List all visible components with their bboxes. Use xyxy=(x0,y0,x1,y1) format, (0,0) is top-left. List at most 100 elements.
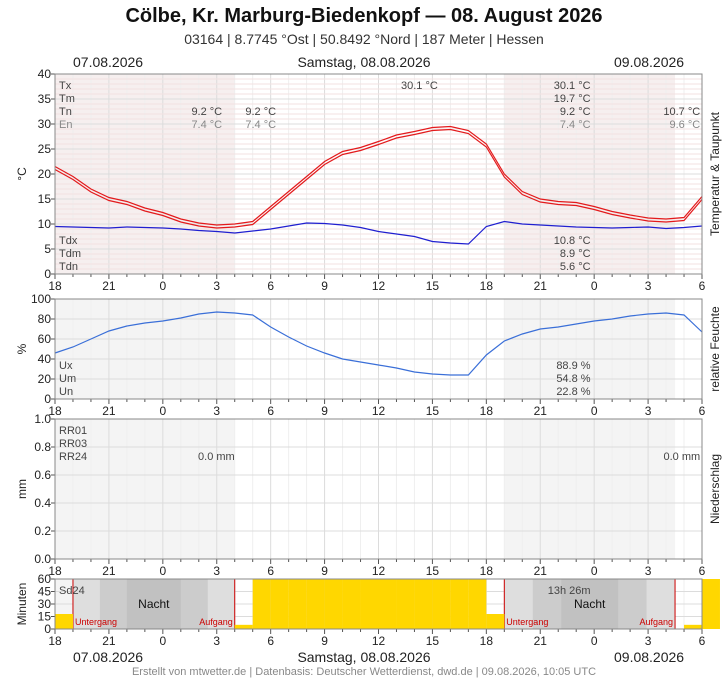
sunshine-bar xyxy=(324,579,343,629)
temperature-xtick-label: 18 xyxy=(480,279,494,293)
sunset-label: Untergang xyxy=(506,617,548,627)
sunshine-bar xyxy=(378,579,397,629)
humidity-ytick-label: 20 xyxy=(38,372,52,386)
dew-stat-value: 5.6 °C xyxy=(560,261,591,273)
precipitation-side-label: Niederschlag xyxy=(708,454,722,524)
humidity-xtick-label: 6 xyxy=(267,404,274,418)
humidity-side-label: relative Feuchte xyxy=(708,306,722,392)
sunshine-night-block xyxy=(72,579,101,629)
temperature-ylabel: °C xyxy=(15,167,29,181)
humidity-ytick-label: 40 xyxy=(38,352,52,366)
precipitation-xtick-label: 6 xyxy=(267,564,274,578)
dew-stat-value: 8.9 °C xyxy=(560,248,591,260)
precipitation-xtick-label: 3 xyxy=(213,564,220,578)
precip-stat-label: RR24 xyxy=(59,451,87,463)
humidity-stat-value: 54.8 % xyxy=(556,373,590,385)
sunshine-xtick-label: 21 xyxy=(534,634,548,648)
sunshine-night-block xyxy=(646,579,676,629)
precipitation-xtick-label: 6 xyxy=(699,564,706,578)
sunshine-night-label: Nacht xyxy=(574,597,606,611)
precipitation-xtick-label: 3 xyxy=(645,564,652,578)
humidity-ytick-label: 100 xyxy=(31,292,51,306)
temperature-xtick-label: 6 xyxy=(267,279,274,293)
humidity-xtick-label: 0 xyxy=(591,404,598,418)
sunshine-ytick-label: 45 xyxy=(38,585,52,599)
sunshine-xtick-label: 6 xyxy=(699,634,706,648)
temp-stat-label: Tn xyxy=(59,106,72,118)
station-subtitle: 03164 | 8.7745 °Ost | 50.8492 °Nord | 18… xyxy=(184,31,544,47)
date-next-bottom: 09.08.2026 xyxy=(614,649,685,665)
sunshine-bar xyxy=(486,614,505,629)
sunshine-bar xyxy=(360,579,379,629)
precipitation-ytick-label: 0.6 xyxy=(34,468,51,482)
precipitation-xtick-label: 15 xyxy=(426,564,440,578)
sunshine-night-block xyxy=(561,579,591,629)
temp-stat-label: En xyxy=(59,119,72,131)
temperature-ytick-label: 25 xyxy=(38,142,52,156)
precip-stat-value: 0.0 mm xyxy=(198,451,235,463)
humidity-ytick-label: 0 xyxy=(44,392,51,406)
date-prev-top: 07.08.2026 xyxy=(73,54,144,70)
sunshine-bar xyxy=(432,579,451,629)
humidity-xtick-label: 0 xyxy=(159,404,166,418)
sunshine-xtick-label: 18 xyxy=(48,634,62,648)
temperature-xtick-label: 21 xyxy=(102,279,116,293)
precipitation-ytick-label: 0.2 xyxy=(34,524,51,538)
sunshine-xtick-label: 12 xyxy=(372,634,386,648)
sunshine-night-label: Nacht xyxy=(138,597,170,611)
sunshine-night-block xyxy=(589,579,619,629)
dew-stat-label: Tdm xyxy=(59,248,81,260)
sunshine-night-block xyxy=(207,579,236,629)
humidity-xtick-label: 21 xyxy=(534,404,548,418)
humidity-stat-value: 22.8 % xyxy=(556,386,590,398)
sunshine-bar xyxy=(234,624,253,629)
humidity-xtick-label: 21 xyxy=(102,404,116,418)
humidity-ytick-label: 80 xyxy=(38,312,52,326)
temp-stat-value: 9.2 °C xyxy=(560,106,591,118)
precipitation-ytick-label: 0.0 xyxy=(34,552,51,566)
temperature-plot-frame xyxy=(54,73,703,275)
humidity-xtick-label: 18 xyxy=(48,404,62,418)
sunshine-bar xyxy=(414,579,433,629)
sunrise-label: Aufgang xyxy=(640,617,674,627)
sunshine-ytick-label: 30 xyxy=(38,597,52,611)
precipitation-night-shade xyxy=(504,419,676,559)
temperature-side-label: Temperatur & Taupunkt xyxy=(708,111,722,236)
date-current-top: Samstag, 08.08.2026 xyxy=(297,54,431,70)
dew-stat-label: Tdx xyxy=(59,235,78,247)
temperature-xtick-label: 6 xyxy=(699,279,706,293)
sunshine-bar xyxy=(468,579,487,629)
sunshine-ytick-label: 60 xyxy=(38,572,52,586)
temperature-xtick-label: 3 xyxy=(645,279,652,293)
sunshine-bar xyxy=(396,579,415,629)
temperature-xtick-label: 0 xyxy=(591,279,598,293)
sunshine-ytick-label: 15 xyxy=(38,610,52,624)
sunshine-sum-label: Sd24 xyxy=(59,585,85,597)
temperature-xtick-label: 15 xyxy=(426,279,440,293)
dew-stat-label: Tdn xyxy=(59,261,78,273)
sunshine-bar xyxy=(270,579,289,629)
precipitation-xtick-label: 18 xyxy=(480,564,494,578)
sunshine-night-block xyxy=(126,579,155,629)
temperature-ytick-label: 35 xyxy=(38,92,52,106)
temp-stat-value: 7.4 °C xyxy=(245,119,276,131)
humidity-xtick-label: 3 xyxy=(213,404,220,418)
temperature-ytick-label: 5 xyxy=(44,242,51,256)
humidity-xtick-label: 15 xyxy=(426,404,440,418)
precipitation-ytick-label: 1.0 xyxy=(34,412,51,426)
temperature-ytick-label: 20 xyxy=(38,167,52,181)
temp-stat-value: 9.6 °C xyxy=(669,119,700,131)
temperature-xtick-label: 12 xyxy=(372,279,386,293)
chart-title: Cölbe, Kr. Marburg-Biedenkopf — 08. Augu… xyxy=(125,5,603,27)
sunshine-bar xyxy=(684,624,702,629)
sunshine-night-block xyxy=(153,579,182,629)
temperature-xtick-label: 18 xyxy=(48,279,62,293)
humidity-ylabel: % xyxy=(15,343,29,354)
temp-stat-value: 9.2 °C xyxy=(245,106,276,118)
sunshine-night-block xyxy=(504,579,534,629)
sunshine-xtick-label: 0 xyxy=(159,634,166,648)
temp-stat-value: 9.2 °C xyxy=(191,106,222,118)
temp-stat-label: Tx xyxy=(59,80,72,92)
temperature-ytick-label: 30 xyxy=(38,117,52,131)
date-current-bottom: Samstag, 08.08.2026 xyxy=(297,649,431,665)
